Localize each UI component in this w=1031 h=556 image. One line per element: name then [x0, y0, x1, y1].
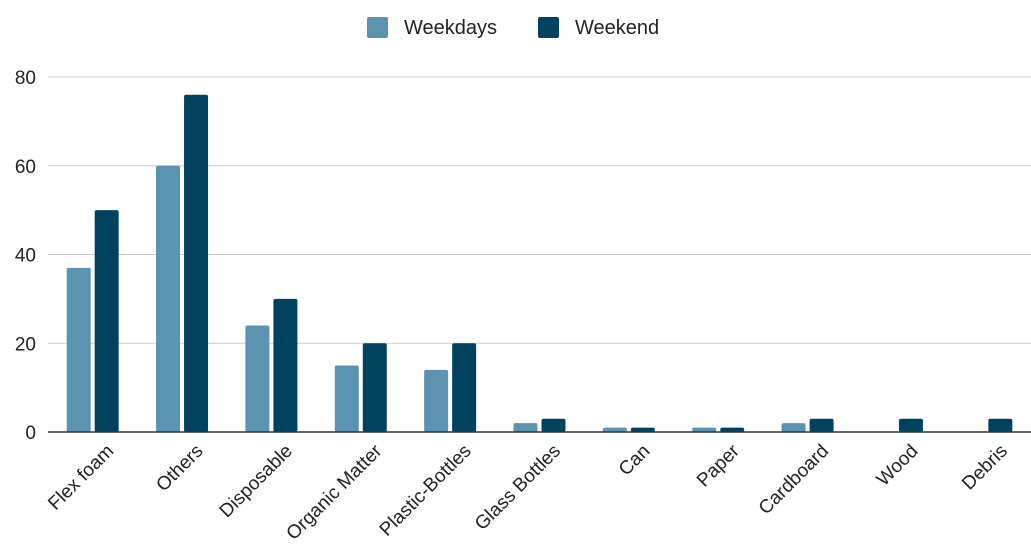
- bar-weekend-9: [898, 418, 923, 432]
- bar-weekend-2: [273, 298, 298, 432]
- x-category-label: Can: [615, 441, 654, 480]
- bar-weekend-1: [184, 94, 209, 432]
- bar-weekdays-0: [66, 267, 91, 432]
- legend-swatch-weekend: [538, 17, 559, 38]
- bar-weekdays-5: [513, 423, 538, 432]
- bar-weekdays-2: [245, 325, 270, 432]
- bars: [66, 94, 1013, 432]
- x-category-label: Plastic-Bottles: [376, 441, 476, 541]
- bar-weekend-8: [809, 418, 834, 432]
- x-category-label: Others: [152, 441, 207, 496]
- bar-weekend-3: [362, 343, 387, 432]
- bar-weekend-5: [541, 418, 566, 432]
- x-category-label: Disposable: [216, 441, 297, 522]
- bar-weekdays-4: [424, 369, 449, 432]
- legend: Weekdays Weekend: [367, 17, 659, 39]
- x-category-label: Glass Bottles: [471, 441, 565, 535]
- y-tick-label: 80: [15, 68, 36, 89]
- gridlines: [48, 76, 1031, 344]
- bar-weekdays-1: [156, 165, 181, 432]
- bar-weekend-4: [452, 343, 477, 432]
- x-category-label: Organic Matter: [283, 440, 387, 544]
- bar-weekdays-8: [781, 423, 806, 432]
- x-category-label: Flex foam: [44, 441, 118, 515]
- y-tick-label: 20: [15, 334, 36, 355]
- legend-swatch-weekdays: [367, 17, 388, 38]
- y-tick-label: 40: [15, 246, 36, 267]
- bar-weekdays-7: [692, 427, 717, 432]
- y-tick-label: 0: [25, 423, 36, 444]
- x-category-label: Cardboard: [755, 441, 833, 519]
- bar-weekdays-3: [334, 365, 359, 432]
- y-axis: 0 20 40 60 80: [15, 68, 36, 444]
- legend-label-weekdays: Weekdays: [404, 17, 497, 39]
- legend-label-weekend: Weekend: [575, 17, 659, 39]
- bar-weekend-10: [988, 418, 1013, 432]
- x-category-label: Wood: [873, 441, 923, 491]
- bar-weekend-6: [630, 427, 655, 432]
- bar-weekend-7: [720, 427, 745, 432]
- bar-weekend-0: [94, 210, 119, 432]
- x-category-label: Paper: [693, 440, 744, 491]
- x-category-label: Debris: [958, 441, 1012, 495]
- bar-weekdays-6: [602, 427, 627, 432]
- y-tick-label: 60: [15, 157, 36, 178]
